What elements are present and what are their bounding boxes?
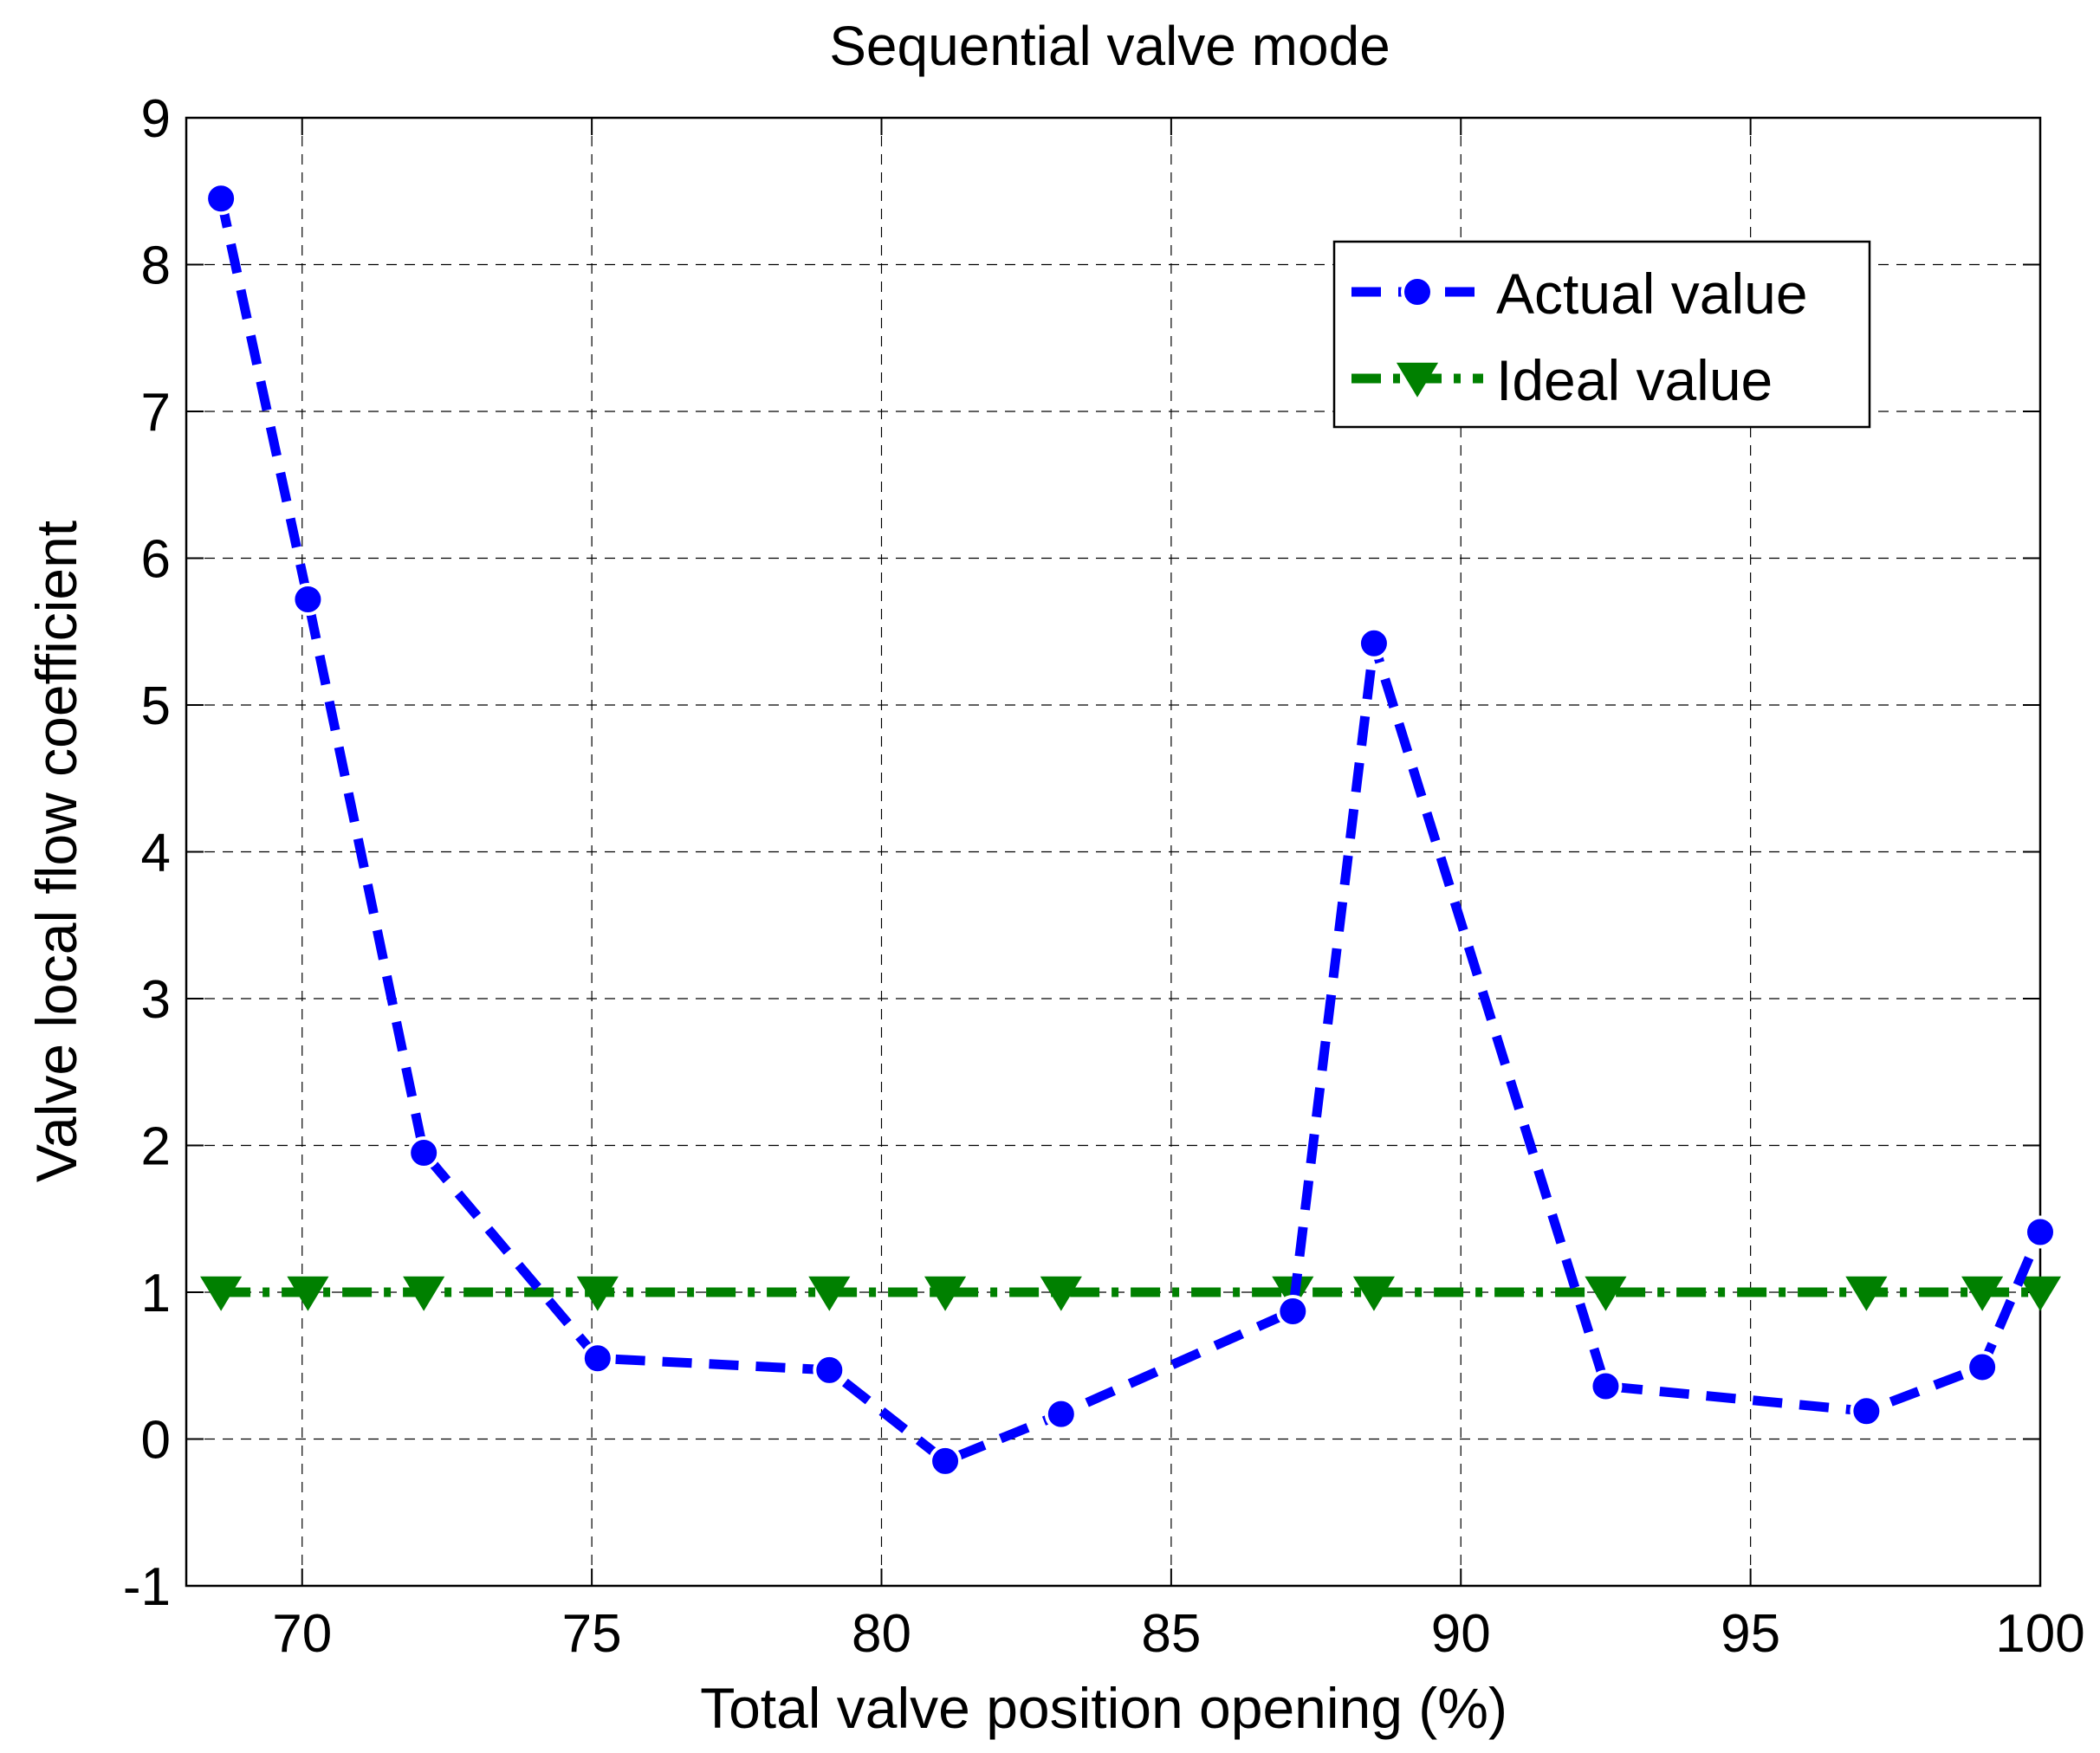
y-tick-label: 9 bbox=[141, 89, 171, 149]
x-tick-label: 75 bbox=[562, 1604, 622, 1664]
data-point bbox=[204, 182, 238, 216]
data-point bbox=[1845, 1276, 1888, 1311]
legend: Actual value Ideal value bbox=[1332, 240, 1871, 429]
data-point bbox=[1352, 1276, 1396, 1311]
ticks: 70 75 80 85 90 95 100 -1 0 1 2 3 4 5 6 7 8 9 bbox=[123, 89, 2085, 1664]
x-tick-label: 95 bbox=[1721, 1604, 1780, 1664]
data-point bbox=[929, 1444, 962, 1478]
y-tick-label: 3 bbox=[141, 970, 171, 1030]
x-tick-label: 100 bbox=[1995, 1604, 2084, 1664]
x-tick-label: 85 bbox=[1141, 1604, 1201, 1664]
data-point bbox=[1276, 1295, 1310, 1329]
legend-label-ideal: Ideal value bbox=[1496, 348, 1773, 412]
legend-sample-marker bbox=[1396, 362, 1439, 398]
data-point bbox=[2024, 1215, 2057, 1249]
legend-box bbox=[1332, 240, 1871, 429]
data-point bbox=[813, 1353, 846, 1387]
data-point bbox=[1589, 1369, 1623, 1403]
data-point bbox=[1850, 1394, 1883, 1428]
data-point bbox=[1966, 1350, 2000, 1384]
data-point bbox=[808, 1276, 851, 1311]
y-tick-label: 2 bbox=[141, 1117, 171, 1177]
data-point bbox=[287, 1276, 329, 1311]
data-point bbox=[576, 1276, 619, 1311]
y-tick-label: 6 bbox=[141, 530, 171, 590]
y-tick-label: 5 bbox=[141, 676, 171, 736]
series-actual bbox=[204, 182, 2057, 1478]
chart-title: Sequential valve mode bbox=[829, 15, 1390, 77]
y-tick-label: 8 bbox=[141, 236, 171, 296]
data-point bbox=[1357, 626, 1390, 660]
legend-label-actual: Actual value bbox=[1496, 262, 1808, 326]
x-axis-label: Total valve position opening (%) bbox=[700, 1676, 1507, 1740]
data-point bbox=[1585, 1276, 1627, 1311]
data-point bbox=[407, 1135, 441, 1169]
y-axis-label: Valve local flow coefficient bbox=[24, 521, 88, 1182]
data-point bbox=[1044, 1397, 1078, 1431]
x-tick-label: 90 bbox=[1431, 1604, 1491, 1664]
data-point bbox=[580, 1342, 614, 1375]
y-tick-label: 7 bbox=[141, 383, 171, 443]
series-layer bbox=[200, 182, 2062, 1478]
y-tick-label: 4 bbox=[141, 824, 171, 883]
y-tick-label: 1 bbox=[141, 1264, 171, 1323]
data-point bbox=[924, 1276, 967, 1311]
x-tick-label: 80 bbox=[852, 1604, 911, 1664]
data-point bbox=[200, 1276, 243, 1311]
legend-sample-marker bbox=[1401, 275, 1434, 308]
y-tick-label: -1 bbox=[123, 1557, 171, 1617]
data-point bbox=[403, 1276, 445, 1311]
data-point bbox=[1961, 1276, 2004, 1311]
data-point bbox=[1040, 1276, 1082, 1311]
x-tick-label: 70 bbox=[272, 1604, 332, 1664]
data-point bbox=[291, 582, 325, 616]
data-point bbox=[2019, 1276, 2062, 1311]
y-tick-label: 0 bbox=[141, 1411, 171, 1471]
legend-samples bbox=[1351, 275, 1483, 398]
